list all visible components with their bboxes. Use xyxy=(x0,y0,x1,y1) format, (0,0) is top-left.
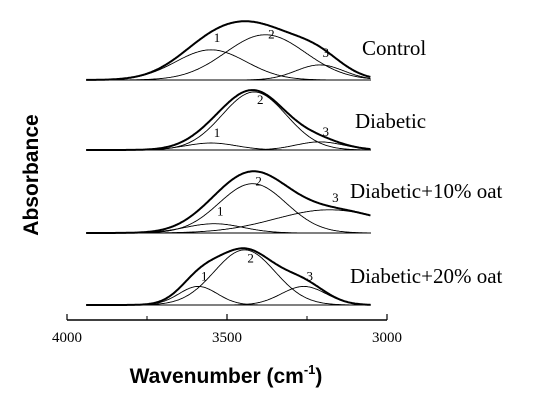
envelope-curve xyxy=(86,247,371,306)
panel-2: 1 2 3 Diabetic xyxy=(86,89,426,151)
component-curve-1 xyxy=(86,223,371,234)
envelope-curve xyxy=(86,89,371,151)
x-axis-ticks: 4000 3500 3000 xyxy=(52,314,402,346)
peak-label-3: 3 xyxy=(323,45,330,60)
component-curve-3 xyxy=(86,285,371,306)
x-tick-label: 3000 xyxy=(372,330,402,346)
peak-label-1: 1 xyxy=(217,204,224,219)
peak-label-1: 1 xyxy=(214,30,221,45)
panel-3: 1 2 3 Diabetic+10% oat xyxy=(86,170,503,234)
component-curve-2 xyxy=(86,183,371,234)
peak-label-2: 2 xyxy=(255,173,262,188)
peak-label-3: 3 xyxy=(332,190,339,205)
x-tick-label: 4000 xyxy=(52,330,82,346)
envelope-curve xyxy=(86,20,371,81)
sample-label: Control xyxy=(362,36,426,60)
peak-label-2: 2 xyxy=(268,27,275,42)
component-curve-2 xyxy=(86,91,371,151)
x-axis: 4000 3500 3000 xyxy=(52,314,402,346)
sample-label: Diabetic+20% oat xyxy=(350,264,503,288)
y-axis-title: Absorbance xyxy=(20,114,43,235)
x-axis-title-superscript: -1 xyxy=(304,362,316,377)
x-tick-label: 3500 xyxy=(212,330,242,346)
peak-label-1: 1 xyxy=(214,125,221,140)
sample-label: Diabetic+10% oat xyxy=(350,179,503,203)
envelope-curve xyxy=(86,170,371,234)
peak-label-2: 2 xyxy=(257,92,264,107)
x-axis-title-close: ) xyxy=(315,365,322,388)
component-curve-3 xyxy=(86,209,371,234)
component-curve-1 xyxy=(86,285,371,306)
peak-label-2: 2 xyxy=(247,250,254,265)
spectra-panels: 1 2 3 Control 1 2 3 Diabetic 1 2 3 Diabetic+10% oat… xyxy=(86,20,503,306)
panel-1: 1 2 3 Control xyxy=(86,20,426,81)
peak-label-3: 3 xyxy=(323,124,330,139)
component-curve-2 xyxy=(86,249,371,306)
component-curve-3 xyxy=(86,64,371,81)
x-axis-title-main: Wavenumber (cm xyxy=(130,365,304,388)
x-axis-title: Wavenumber (cm-1) xyxy=(130,362,323,388)
sample-label: Diabetic xyxy=(355,109,426,133)
panel-4: 1 2 3 Diabetic+20% oat xyxy=(86,247,503,306)
peak-label-3: 3 xyxy=(307,268,314,283)
peak-label-1: 1 xyxy=(201,268,208,283)
